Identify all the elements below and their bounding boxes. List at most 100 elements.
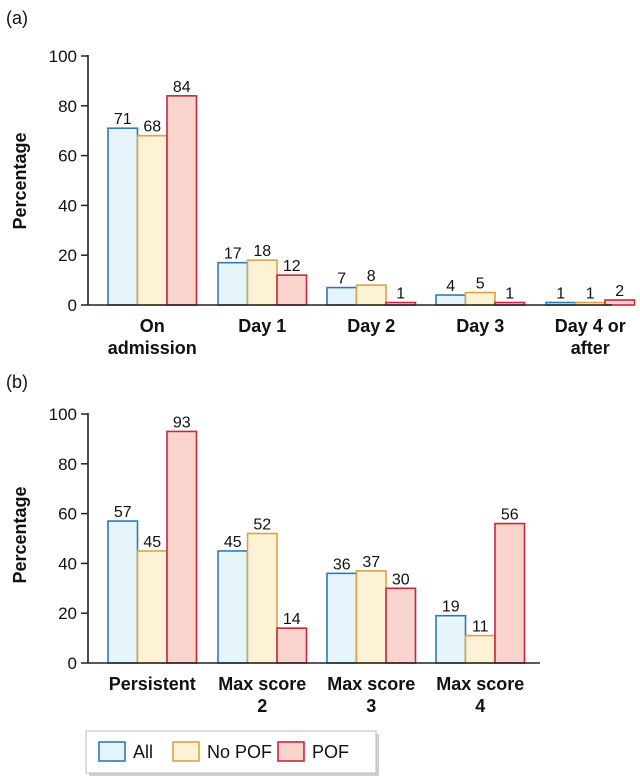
panel-b-bar-all-3 <box>435 614 467 664</box>
panel-a-data-label-all-0: 71 <box>114 111 132 128</box>
panel-b-category-label-1: Max score 2 <box>218 674 306 716</box>
panel-a-y-axis-title: Percentage <box>10 132 30 229</box>
panel-a-y-tick-label-40: 40 <box>58 196 77 215</box>
chart-panel-b: (b) Percentage 0 20 40 60 80 100 57 45 93 Persist… <box>6 372 540 716</box>
panel-a-bar-all-2 <box>326 286 358 306</box>
panel-b-bar-pof-0 <box>166 430 198 664</box>
panel-a-category-label-4: Day 4 or after <box>555 316 626 358</box>
panel-a-category-label-0-line-0: On <box>140 316 165 336</box>
panel-b-y-tick-label-60: 60 <box>58 505 77 524</box>
legend: All No POF POF <box>85 730 379 776</box>
panel-a-data-label-no-pof-1: 18 <box>253 243 271 260</box>
panel-a-y-tick-label-60: 60 <box>58 147 77 166</box>
panel-a-category-label-4-line-0: Day 4 or <box>555 316 626 336</box>
panel-b-y-tick-label-40: 40 <box>58 554 77 573</box>
panel-b-bar-no-pof-2 <box>355 570 387 664</box>
panel-b-bar-pof-3 <box>494 522 526 664</box>
panel-a-category-label-1-line-0: Day 1 <box>238 316 286 336</box>
panel-a-data-label-no-pof-3: 5 <box>476 276 485 293</box>
panel-a-bar-all-1 <box>217 261 249 306</box>
panel-a-data-label-all-2: 7 <box>337 271 346 288</box>
panel-b-tag: (b) <box>6 372 28 392</box>
panel-b-bar-pof-2 <box>385 587 417 664</box>
panel-a-category-label-3: Day 3 <box>456 316 504 336</box>
panel-b-data-label-all-2: 36 <box>333 556 351 573</box>
legend-label-all: All <box>133 742 153 762</box>
panel-a-data-label-pof-2: 1 <box>396 286 405 303</box>
panel-b-data-label-no-pof-3: 11 <box>472 619 489 636</box>
panel-a-data-label-all-1: 17 <box>224 246 242 263</box>
panel-b-bar-no-pof-3 <box>464 634 496 664</box>
panel-a-data-label-pof-3: 1 <box>505 286 514 303</box>
legend-label-no-pof: No POF <box>207 742 272 762</box>
panel-b-bar-no-pof-0 <box>136 550 168 664</box>
panel-a-bar-all-3 <box>435 294 467 306</box>
panel-a-bar-no-pof-0 <box>136 134 168 306</box>
panel-a-category-label-4-line-1: after <box>571 338 610 358</box>
panel-a-bar-no-pof-2 <box>355 284 387 306</box>
panel-b-data-label-no-pof-1: 52 <box>253 517 271 534</box>
panel-a-tag: (a) <box>6 8 28 28</box>
panel-a-y-tick-label-20: 20 <box>58 246 77 265</box>
panel-a-bar-pof-0 <box>166 95 198 306</box>
panel-b-bar-all-1 <box>217 550 249 664</box>
panel-b-category-label-2: Max score 3 <box>327 674 415 716</box>
panel-b-category-label-2-line-0: Max score <box>327 674 415 694</box>
panel-b-data-label-no-pof-2: 37 <box>362 554 380 571</box>
panel-a-category-label-3-line-0: Day 3 <box>456 316 504 336</box>
panel-a-data-label-pof-0: 84 <box>173 79 191 96</box>
panel-a-category-label-2-line-0: Day 2 <box>347 316 395 336</box>
panel-a-category-label-0-line-1: admission <box>108 338 197 358</box>
panel-a-data-label-no-pof-4: 1 <box>586 286 595 303</box>
panel-a-y-tick-label-100: 100 <box>49 47 77 66</box>
panel-a-data-label-pof-4: 2 <box>615 283 624 300</box>
panel-a-data-label-all-3: 4 <box>446 278 455 295</box>
panel-b-data-label-pof-0: 93 <box>173 414 191 431</box>
panel-b-category-label-0-line-0: Persistent <box>109 674 196 694</box>
panel-b-data-label-all-1: 45 <box>224 534 242 551</box>
panel-b-data-label-pof-3: 56 <box>501 507 519 524</box>
panel-b-category-label-2-line-1: 3 <box>366 696 376 716</box>
panel-b-y-tick-label-80: 80 <box>58 455 77 474</box>
panel-a-category-label-2: Day 2 <box>347 316 395 336</box>
panel-b-data-label-all-3: 19 <box>442 599 460 616</box>
panel-a-category-label-1: Day 1 <box>238 316 286 336</box>
panel-b-category-label-3: Max score 4 <box>436 674 524 716</box>
panel-a-bar-pof-1 <box>276 274 308 306</box>
panel-a-data-label-no-pof-2: 8 <box>367 268 376 285</box>
panel-a-bar-all-0 <box>107 127 139 306</box>
legend-label-pof: POF <box>312 742 349 762</box>
panel-b-data-label-pof-1: 14 <box>283 611 301 628</box>
legend-swatch-pof <box>277 741 305 762</box>
panel-a-y-tick-label-0: 0 <box>68 296 77 315</box>
panel-b-bar-pof-1 <box>276 627 308 664</box>
panel-a-bar-pof-4 <box>604 299 636 306</box>
panel-b-bar-all-2 <box>326 572 358 664</box>
panel-b-plot: 0 20 40 60 80 100 57 45 93 Persistent 45 52 14 Max sc… <box>49 405 540 716</box>
panel-b-data-label-all-0: 57 <box>114 504 132 521</box>
panel-a-category-label-0: On admission <box>108 316 197 358</box>
panel-b-y-tick-label-100: 100 <box>49 405 77 424</box>
panel-a-data-label-pof-1: 12 <box>283 258 301 275</box>
panel-b-y-tick-label-0: 0 <box>68 654 77 673</box>
panel-b-data-label-pof-2: 30 <box>392 571 410 588</box>
panel-b-bar-all-0 <box>107 520 139 664</box>
legend-swatch-no-pof <box>172 741 200 762</box>
panel-b-category-label-3-line-1: 4 <box>475 696 485 716</box>
panel-b-category-label-1-line-1: 2 <box>257 696 267 716</box>
panel-b-data-label-no-pof-0: 45 <box>143 534 161 551</box>
panel-b-category-label-1-line-0: Max score <box>218 674 306 694</box>
panel-b-y-axis-title: Percentage <box>10 486 30 583</box>
panel-a-data-label-no-pof-0: 68 <box>143 119 161 136</box>
panel-a-y-tick-label-80: 80 <box>58 97 77 116</box>
panel-b-category-label-0: Persistent <box>109 674 196 694</box>
panel-a-bar-no-pof-3 <box>464 291 496 306</box>
panel-a-data-label-all-4: 1 <box>556 286 565 303</box>
legend-swatch-all <box>98 741 126 762</box>
panel-b-category-label-3-line-0: Max score <box>436 674 524 694</box>
panel-a-bar-no-pof-1 <box>246 259 278 306</box>
legend-box <box>85 730 377 774</box>
